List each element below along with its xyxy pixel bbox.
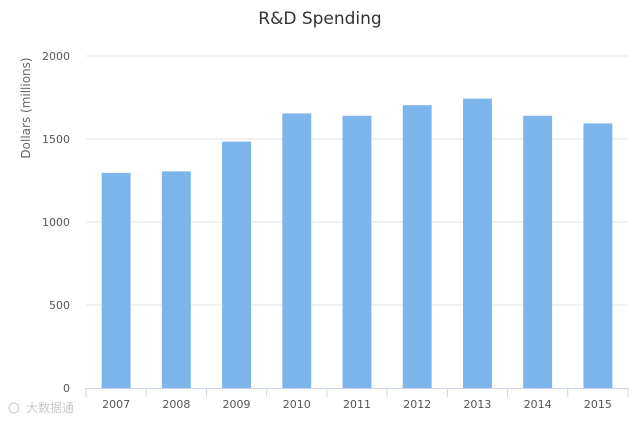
x-tick-label: 2010 — [283, 398, 311, 411]
x-tick-label: 2011 — [343, 398, 371, 411]
y-tick-label: 2000 — [42, 50, 70, 63]
watermark: 大数据通 — [8, 400, 74, 415]
bar-2009[interactable] — [222, 141, 252, 388]
x-tick-label: 2014 — [524, 398, 552, 411]
bar-2008[interactable] — [161, 171, 191, 388]
x-axis — [85, 388, 629, 397]
x-tick-label: 2009 — [223, 398, 251, 411]
y-axis-label: Dollars (millions) — [19, 57, 33, 158]
y-tick-label: 1500 — [42, 133, 70, 146]
watermark-text: 大数据通 — [26, 400, 74, 415]
x-tick-label: 2013 — [463, 398, 491, 411]
bar-2012[interactable] — [402, 105, 432, 389]
bar-2010[interactable] — [282, 113, 312, 388]
bar-2013[interactable] — [462, 98, 492, 389]
x-tick-label: 2015 — [584, 398, 612, 411]
bars — [101, 98, 613, 389]
watermark-logo-icon — [8, 402, 20, 414]
y-tick-label: 0 — [63, 382, 70, 395]
bar-2015[interactable] — [583, 123, 613, 388]
bar-2014[interactable] — [523, 115, 553, 388]
bar-2007[interactable] — [101, 172, 131, 388]
x-tick-label: 2008 — [162, 398, 190, 411]
chart-title: R&D Spending — [258, 9, 381, 29]
y-tick-label: 1000 — [42, 216, 70, 229]
y-tick-labels: 0 500 1000 1500 2000 — [42, 50, 70, 395]
x-tick-labels: 2007 2008 2009 2010 2011 2012 2013 2014 2015 — [102, 398, 612, 411]
y-tick-label: 500 — [49, 299, 70, 312]
bar-2011[interactable] — [342, 115, 372, 388]
x-tick-label: 2012 — [403, 398, 431, 411]
x-tick-label: 2007 — [102, 398, 130, 411]
